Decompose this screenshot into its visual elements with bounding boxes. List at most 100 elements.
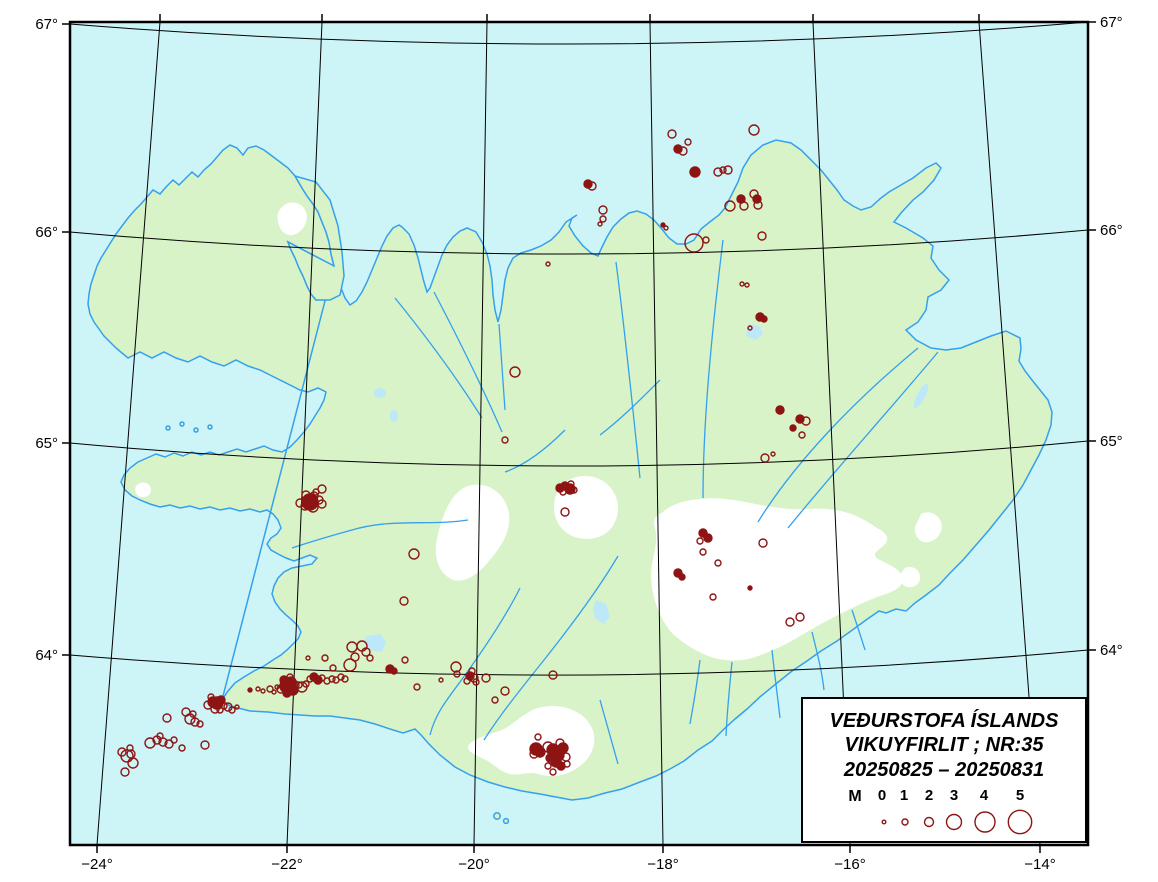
earthquake-marker [399, 596, 409, 606]
lake-arnarvatn-2 [390, 410, 398, 422]
river [599, 379, 661, 436]
river [615, 261, 641, 479]
legend-magnitude-value: 3 [950, 787, 958, 804]
earthquake-marker [126, 744, 134, 752]
earthquake-marker [795, 612, 805, 622]
longitude-label: −16° [834, 856, 865, 873]
island-breidafjordur-3 [193, 427, 199, 433]
earthquake-marker [366, 654, 374, 662]
river [725, 661, 733, 737]
earthquake-marker [555, 738, 565, 748]
island-breidafjordur-1 [165, 425, 171, 431]
earthquake-marker [170, 736, 178, 744]
earthquake-marker [117, 747, 127, 757]
earthquake-marker [260, 688, 266, 694]
earthquake-marker [450, 661, 462, 673]
latitude-label-left: 67° [35, 16, 58, 33]
earthquake-marker [481, 673, 491, 683]
earthquake-marker [775, 405, 785, 415]
river [498, 323, 506, 411]
earthquake-marker [343, 658, 357, 672]
earthquake-marker [463, 677, 471, 685]
earthquake-marker [491, 696, 499, 704]
legend-magnitude-circle [901, 818, 909, 826]
river [433, 291, 503, 433]
earthquake-marker [266, 685, 274, 693]
earthquake-marker [295, 498, 305, 508]
lake-thingvallavatn [364, 634, 386, 652]
latitude-label-left: 66° [35, 224, 58, 241]
earthquake-marker [286, 673, 294, 681]
river-layer [291, 239, 939, 765]
river [429, 587, 521, 736]
legend-magnitude-value: 1 [900, 787, 908, 804]
legend-magnitude-label: M [848, 788, 861, 805]
earthquake-marker [189, 710, 197, 718]
river [394, 297, 483, 419]
latitude-label-left: 64° [35, 647, 58, 664]
river [599, 699, 619, 765]
glacier-snaefellsjokull [135, 482, 151, 498]
legend-org-name: VEÐURSTOFA ÍSLANDS [830, 709, 1060, 732]
earthquake-marker [599, 215, 607, 223]
island-vestmannaeyjar [493, 812, 501, 820]
earthquake-marker [500, 686, 510, 696]
earthquake-marker [216, 706, 224, 714]
parallel-line [69, 440, 1089, 467]
parallel-line [69, 649, 1089, 676]
earthquake-marker [559, 488, 567, 496]
latitude-label-left: 65° [35, 435, 58, 452]
legend-box: VEÐURSTOFA ÍSLANDS VIKUYFIRLIT ; NR:35 2… [801, 697, 1087, 843]
earthquake-marker [560, 507, 570, 517]
lon-labels: −24° −22° −20° −18° −16° −14° [81, 856, 1055, 873]
parallel-line [69, 229, 1089, 255]
earthquake-marker [798, 431, 806, 439]
legend-date-range: 20250825 – 20250831 [843, 759, 1044, 781]
legend-magnitude-value: 0 [878, 787, 886, 804]
lake-arnarvatn-1 [374, 388, 386, 398]
river [771, 649, 781, 719]
earthquake-marker [329, 664, 337, 672]
glacier-drangajokull [277, 202, 307, 236]
earthquake-marker [234, 704, 240, 710]
earthquake-marker [713, 167, 723, 177]
meridian-line [286, 21, 323, 846]
earthquake-marker [313, 675, 323, 685]
earthquake-marker [557, 742, 569, 754]
earthquake-marker [328, 675, 336, 683]
legend-background [801, 697, 1087, 843]
earthquake-marker [156, 732, 164, 740]
legend-magnitude-circle [923, 816, 935, 828]
earthquake-marker [699, 548, 707, 556]
longitude-label: −20° [458, 856, 489, 873]
earthquake-marker [703, 533, 713, 543]
earthquake-marker [684, 233, 704, 253]
longitude-label: −22° [271, 856, 302, 873]
earthquake-marker [255, 686, 261, 692]
earthquake-marker [317, 499, 327, 509]
glacier-langjokull [435, 484, 510, 581]
lat-labels-right: 67° 66° 65° 64° [1100, 14, 1123, 659]
glacier-vatnajokull [651, 498, 903, 661]
earthquake-marker [678, 573, 686, 581]
earthquake-marker [545, 261, 551, 267]
earthquake-marker [757, 231, 767, 241]
earthquake-marker [678, 146, 688, 156]
earthquake-marker [723, 165, 733, 175]
earthquake-marker [753, 200, 763, 210]
earthquake-marker [290, 680, 300, 690]
longitude-label: −24° [81, 856, 112, 873]
earthquake-marker [760, 453, 770, 463]
earthquake-marker [770, 451, 776, 457]
iceland-coastline [87, 139, 1053, 801]
earthquake-marker [337, 673, 345, 681]
earthquake-marker [667, 129, 677, 139]
earthquake-marker [408, 548, 420, 560]
earthquake-marker [801, 416, 811, 426]
earthquake-marker [587, 181, 597, 191]
earthquake-marker [295, 681, 303, 689]
lake-thorisvatn [593, 600, 610, 624]
earthquake-marker [709, 593, 717, 601]
